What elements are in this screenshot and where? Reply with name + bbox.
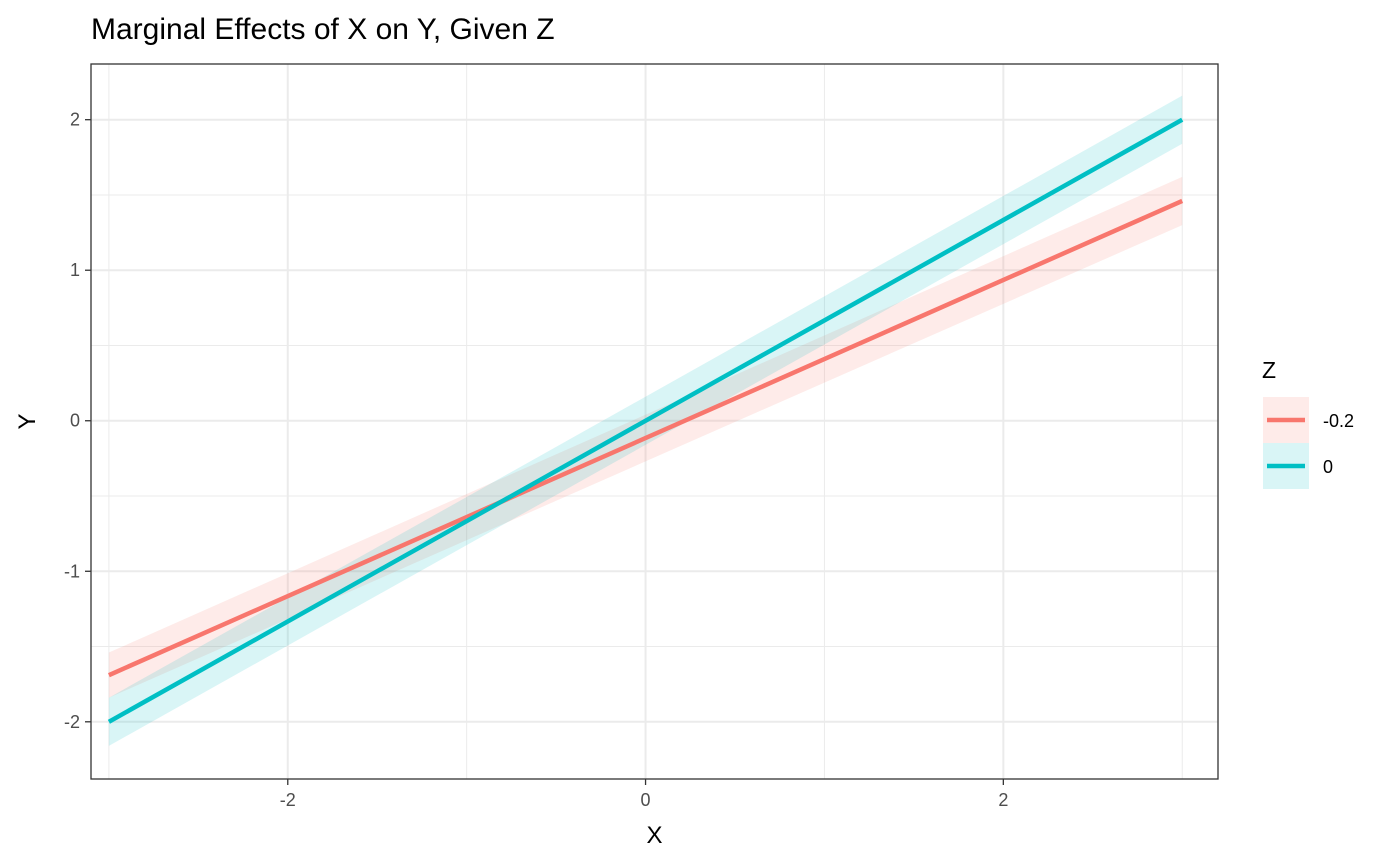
line--0.2 xyxy=(107,198,1184,678)
y-tick-label: -2 xyxy=(64,712,80,732)
y-axis: -2 -1 0 1 2 xyxy=(64,110,91,732)
x-axis: -2 0 2 xyxy=(280,779,1008,810)
y-tick-label: 2 xyxy=(70,110,80,130)
legend: Z -0.2 0 xyxy=(1262,357,1354,489)
series-lines xyxy=(107,117,1184,724)
legend-item-0: 0 xyxy=(1263,443,1333,489)
legend-label: -0.2 xyxy=(1323,411,1354,431)
legend-items: -0.2 0 xyxy=(1263,397,1354,489)
line-0 xyxy=(107,117,1184,724)
x-axis-title: X xyxy=(646,822,662,849)
y-tick-label: 0 xyxy=(70,411,80,431)
legend-label: 0 xyxy=(1323,457,1333,477)
legend-title: Z xyxy=(1262,357,1276,383)
x-tick-label: 2 xyxy=(998,790,1008,810)
chart-title: Marginal Effects of X on Y, Given Z xyxy=(91,13,555,46)
x-tick-label: 0 xyxy=(641,790,651,810)
y-tick-label: 1 xyxy=(70,260,80,280)
y-tick-label: -1 xyxy=(64,561,80,581)
legend-item--0.2: -0.2 xyxy=(1263,397,1354,443)
x-tick-label: -2 xyxy=(280,790,296,810)
y-axis-title: Y xyxy=(14,413,41,429)
plot-panel xyxy=(90,63,1219,780)
panel-border xyxy=(90,63,1219,780)
